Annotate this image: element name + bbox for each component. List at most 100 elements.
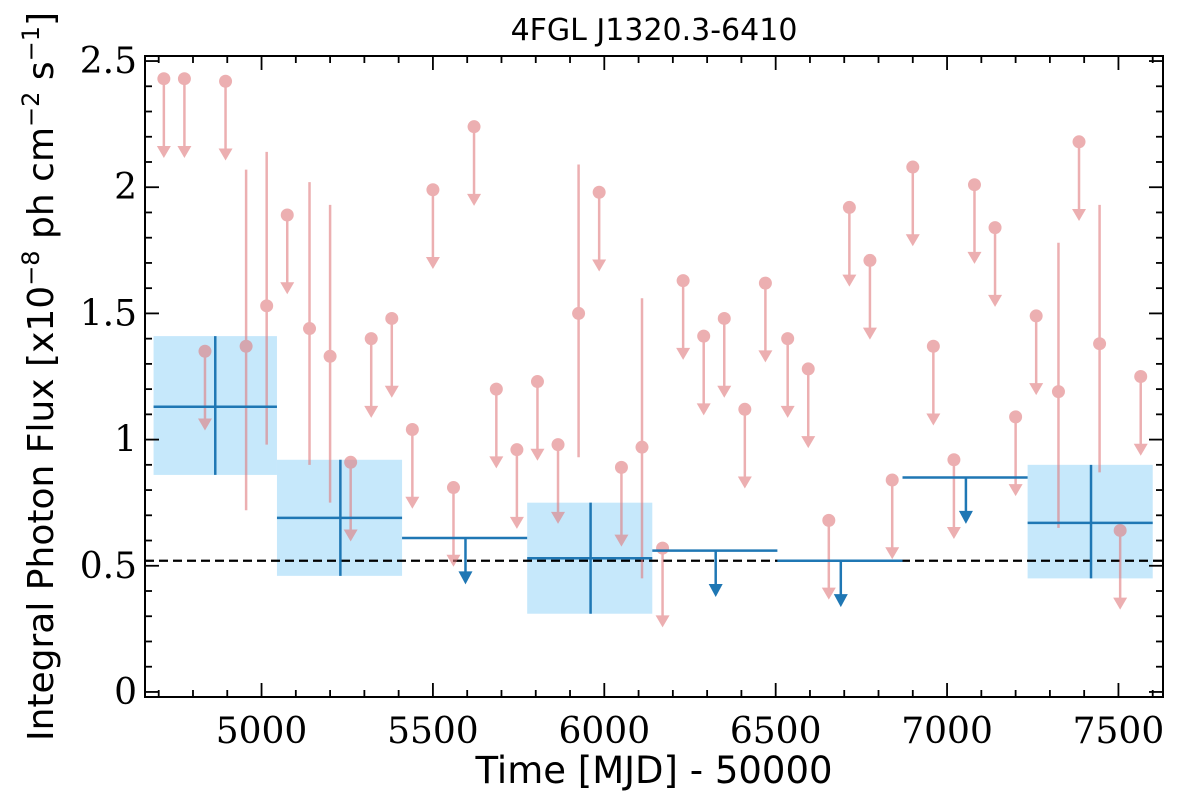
fine-marker-41 xyxy=(1009,410,1023,424)
y-tick-label-4: 2 xyxy=(114,167,137,208)
fine-marker-22 xyxy=(614,460,628,474)
fine-point-43 xyxy=(1051,242,1065,528)
fine-point-32 xyxy=(821,513,836,600)
fine-marker-20 xyxy=(572,306,586,320)
fine-ul-arrow-37 xyxy=(926,413,941,426)
fine-marker-45 xyxy=(1093,337,1107,351)
fine-marker-40 xyxy=(988,221,1002,235)
fine-ul-arrow-28 xyxy=(737,476,752,489)
fine-marker-1 xyxy=(177,72,191,86)
y-tick-label-3: 1.5 xyxy=(80,293,137,334)
fine-ul-arrow-35 xyxy=(885,547,900,560)
fine-marker-2 xyxy=(219,74,233,88)
coarse-point-0 xyxy=(153,336,277,475)
fine-ul-arrow-39 xyxy=(967,251,982,264)
fine-marker-3 xyxy=(198,344,212,358)
fine-ul-arrow-42 xyxy=(1029,383,1044,396)
fine-marker-35 xyxy=(885,473,899,487)
coarse-ul-arrow-4 xyxy=(708,584,723,598)
fine-marker-6 xyxy=(280,208,294,222)
fine-ul-arrow-2 xyxy=(218,148,233,161)
fine-marker-33 xyxy=(842,200,856,214)
fine-ul-arrow-22 xyxy=(614,534,629,547)
fine-point-34 xyxy=(862,253,877,340)
fine-marker-12 xyxy=(405,422,419,436)
fine-ul-arrow-27 xyxy=(717,385,732,398)
fine-marker-18 xyxy=(530,375,544,389)
fine-marker-30 xyxy=(781,332,795,346)
fine-marker-4 xyxy=(239,339,253,353)
fine-marker-14 xyxy=(446,481,460,495)
fine-point-2 xyxy=(218,74,233,161)
chart-title: 4FGL J1320.3-6410 xyxy=(511,13,798,48)
fine-marker-9 xyxy=(344,455,358,469)
fine-ul-arrow-34 xyxy=(862,327,877,340)
x-tick-label-5: 7500 xyxy=(1073,711,1165,752)
fine-point-36 xyxy=(905,160,920,247)
fine-marker-28 xyxy=(738,402,752,416)
fine-point-31 xyxy=(801,362,816,449)
coarse-point-7 xyxy=(1027,464,1153,579)
fine-marker-16 xyxy=(489,382,503,396)
fine-ul-arrow-46 xyxy=(1113,597,1128,610)
fine-point-5 xyxy=(260,151,274,445)
coarse-ul-arrow-6 xyxy=(958,510,973,524)
fine-point-42 xyxy=(1029,309,1044,396)
y-label-prefix: Integral Photon Flux [x10 xyxy=(21,286,62,741)
fine-ul-arrow-26 xyxy=(696,403,711,416)
fine-ul-arrow-14 xyxy=(446,554,461,567)
fine-point-18 xyxy=(530,375,545,461)
fine-point-46 xyxy=(1113,523,1128,610)
fine-point-47 xyxy=(1133,370,1148,456)
fine-ul-arrow-40 xyxy=(988,294,1003,307)
y-label-exp-1: −8 xyxy=(17,250,45,285)
fine-point-11 xyxy=(384,311,399,398)
fine-point-41 xyxy=(1008,410,1023,497)
fine-point-7 xyxy=(303,182,317,465)
fine-point-29 xyxy=(758,276,773,363)
fine-marker-7 xyxy=(303,322,317,336)
fine-marker-39 xyxy=(967,178,981,192)
fine-marker-23 xyxy=(635,440,649,454)
fine-point-12 xyxy=(405,422,420,509)
fine-marker-32 xyxy=(822,513,836,527)
axes: 5000 5500 6000 6500 7000 7500 0 0.5 1 1.5 2 2.5 xyxy=(80,41,1165,752)
fine-ul-arrow-0 xyxy=(156,145,171,158)
fine-ul-arrow-38 xyxy=(946,527,961,540)
fine-ul-arrow-30 xyxy=(780,405,795,418)
fine-point-14 xyxy=(446,481,461,567)
fine-point-8 xyxy=(323,204,337,503)
fine-marker-11 xyxy=(385,311,399,325)
x-axis-label: Time [MJD] - 50000 xyxy=(474,749,832,792)
fine-point-35 xyxy=(885,473,900,560)
plot-frame xyxy=(144,55,1164,698)
fine-point-6 xyxy=(280,208,295,295)
fine-marker-31 xyxy=(801,362,815,376)
fine-ul-arrow-29 xyxy=(758,350,773,363)
fine-point-24 xyxy=(655,541,670,628)
fine-ul-arrow-12 xyxy=(405,496,420,509)
fine-point-15 xyxy=(467,120,482,206)
fine-point-9 xyxy=(343,455,358,542)
fine-marker-15 xyxy=(467,120,481,134)
fine-marker-36 xyxy=(906,160,920,174)
y-label-exp-3: −1 xyxy=(17,26,45,61)
fine-marker-43 xyxy=(1051,385,1065,399)
fine-marker-38 xyxy=(947,453,961,467)
fine-ul-arrow-9 xyxy=(343,529,358,542)
fine-ul-arrow-21 xyxy=(592,259,607,272)
fine-point-19 xyxy=(551,438,566,524)
fine-marker-29 xyxy=(758,276,772,290)
fine-marker-24 xyxy=(656,541,670,555)
fine-point-40 xyxy=(988,221,1003,307)
fine-ul-arrow-11 xyxy=(384,385,399,398)
fine-ul-arrow-6 xyxy=(280,282,295,295)
fine-point-3 xyxy=(197,344,212,431)
fine-ul-arrow-36 xyxy=(905,234,920,247)
y-tick-label-0: 0 xyxy=(114,672,137,713)
fine-point-16 xyxy=(489,382,504,469)
fine-marker-0 xyxy=(157,72,171,86)
fine-point-45 xyxy=(1093,204,1107,473)
y-tick-label-1: 0.5 xyxy=(80,546,137,587)
